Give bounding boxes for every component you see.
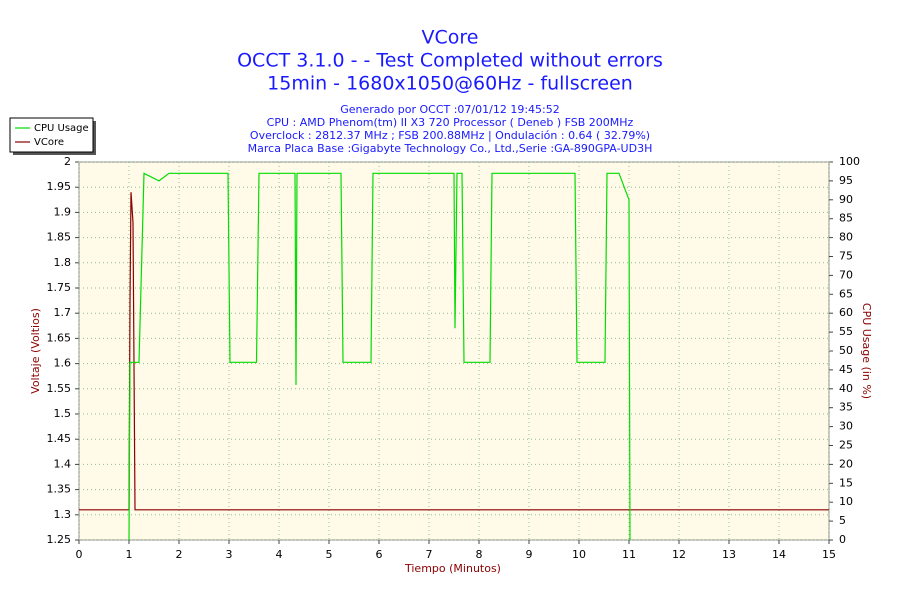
x-tick-label: 10 <box>572 548 586 561</box>
y-tick-label: 1.95 <box>47 180 72 193</box>
x-tick-label: 11 <box>622 548 636 561</box>
x-tick-label: 14 <box>772 548 786 561</box>
y2-tick-label: 75 <box>839 250 853 263</box>
legend-label: CPU Usage <box>34 123 89 134</box>
subtitle: Overclock : 2812.37 MHz ; FSB 200.88MHz … <box>250 129 650 142</box>
x-tick-label: 6 <box>376 548 383 561</box>
x-tick-label: 13 <box>722 548 736 561</box>
y-tick-label: 1.55 <box>47 382 72 395</box>
y-tick-label: 1.7 <box>54 306 72 319</box>
y2-tick-label: 60 <box>839 306 853 319</box>
x-tick-label: 0 <box>76 548 83 561</box>
y2-tick-label: 0 <box>839 533 846 546</box>
x-tick-label: 9 <box>526 548 533 561</box>
x-tick-label: 1 <box>126 548 133 561</box>
y-tick-label: 1.35 <box>47 483 72 496</box>
y-tick-label: 1.8 <box>54 256 72 269</box>
subtitle: CPU : AMD Phenom(tm) II X3 720 Processor… <box>267 116 634 129</box>
chart-title: VCore <box>422 27 479 49</box>
y2-tick-label: 85 <box>839 212 853 225</box>
y2-tick-label: 35 <box>839 401 853 414</box>
x-tick-label: 8 <box>476 548 483 561</box>
y2-tick-label: 10 <box>839 495 853 508</box>
y2-tick-label: 65 <box>839 287 853 300</box>
subtitle: Marca Placa Base :Gigabyte Technology Co… <box>248 142 653 155</box>
y-tick-label: 1.45 <box>47 432 72 445</box>
y-tick-label: 1.3 <box>54 508 72 521</box>
y2-tick-label: 20 <box>839 457 853 470</box>
y2-axis-label: CPU Usage (in %) <box>860 303 873 399</box>
y2-tick-label: 30 <box>839 420 853 433</box>
chart-title-line: 15min - 1680x1050@60Hz - fullscreen <box>267 73 633 95</box>
y2-tick-label: 55 <box>839 325 853 338</box>
y2-tick-label: 95 <box>839 174 853 187</box>
y2-tick-label: 90 <box>839 193 853 206</box>
y-tick-label: 1.9 <box>54 205 72 218</box>
y2-tick-label: 40 <box>839 382 853 395</box>
y2-tick-label: 100 <box>839 155 860 168</box>
y-tick-label: 1.75 <box>47 281 72 294</box>
x-tick-label: 2 <box>176 548 183 561</box>
y2-tick-label: 5 <box>839 514 846 527</box>
chart-title-line: OCCT 3.1.0 - - Test Completed without er… <box>237 50 663 72</box>
y-tick-label: 1.6 <box>54 357 72 370</box>
y2-tick-label: 25 <box>839 439 853 452</box>
subtitle: Generado por OCCT :07/01/12 19:45:52 <box>340 103 559 116</box>
y2-tick-label: 50 <box>839 344 853 357</box>
y-tick-label: 1.65 <box>47 331 72 344</box>
x-tick-label: 3 <box>226 548 233 561</box>
x-tick-label: 4 <box>276 548 283 561</box>
y-tick-label: 2 <box>64 155 71 168</box>
y2-tick-label: 70 <box>839 268 853 281</box>
y-tick-label: 1.4 <box>54 457 72 470</box>
x-tick-label: 7 <box>426 548 433 561</box>
x-tick-label: 15 <box>822 548 836 561</box>
y2-tick-label: 80 <box>839 231 853 244</box>
y-axis-label: Voltaje (Voltios) <box>29 308 42 394</box>
y2-tick-label: 15 <box>839 476 853 489</box>
y-tick-label: 1.25 <box>47 533 72 546</box>
x-axis-label: Tiempo (Minutos) <box>404 562 501 575</box>
y-tick-label: 1.85 <box>47 231 72 244</box>
series-line <box>128 172 631 541</box>
y2-tick-label: 45 <box>839 363 853 376</box>
x-tick-label: 12 <box>672 548 686 561</box>
legend-label: VCore <box>34 137 64 148</box>
legend-box <box>9 117 94 153</box>
x-tick-label: 5 <box>326 548 333 561</box>
y-tick-label: 1.5 <box>54 407 72 420</box>
